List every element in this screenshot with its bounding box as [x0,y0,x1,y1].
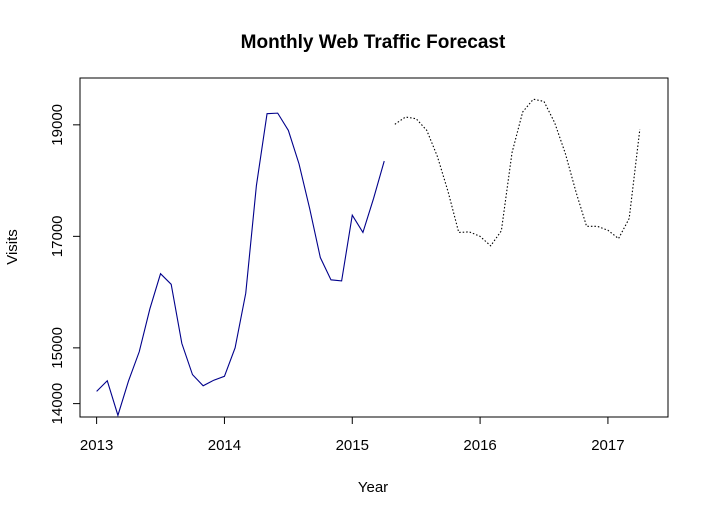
x-axis: 2013 2014 2015 2016 2017 [80,416,625,454]
y-tick-label: 19000 [49,104,66,146]
y-tick-label: 14000 [49,383,66,425]
observed-series-line [96,112,385,418]
y-axis: 14000 15000 17000 19000 [49,104,81,425]
x-tick-label: 2014 [208,437,241,454]
x-tick-label: 2013 [80,437,113,454]
plot-frame [79,77,669,418]
x-axis-label: Year [358,479,388,496]
y-axis-label: Visits [4,229,21,265]
y-tick-label: 17000 [49,215,66,257]
x-tick-label: 2016 [463,437,496,454]
series-layer [96,98,641,418]
chart-title: Monthly Web Traffic Forecast [241,32,506,53]
x-tick-label: 2015 [336,437,369,454]
x-tick-label: 2017 [591,437,624,454]
y-tick-label: 15000 [49,327,66,369]
forecast-series-line [394,98,641,247]
